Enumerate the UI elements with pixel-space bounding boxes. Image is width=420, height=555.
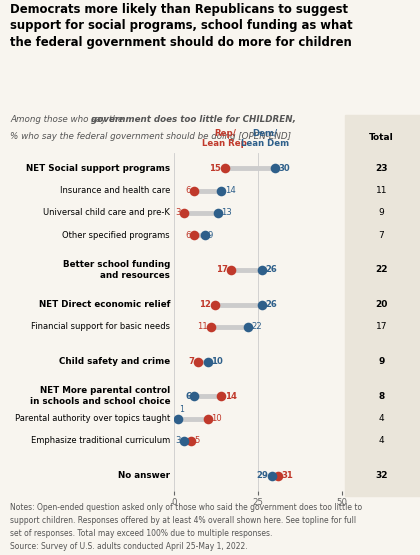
- Text: Notes: Open-ended question asked only of those who said the government does too : Notes: Open-ended question asked only of…: [10, 503, 362, 512]
- Text: 22: 22: [252, 322, 262, 331]
- Point: [181, 209, 188, 218]
- Point: [201, 231, 208, 240]
- Text: NET More parental control
in schools and school choice: NET More parental control in schools and…: [29, 386, 170, 406]
- Text: % who say the federal government should be doing [OPEN-END]: % who say the federal government should …: [10, 132, 291, 141]
- Point: [275, 471, 282, 480]
- Text: 31: 31: [282, 471, 294, 480]
- Point: [205, 357, 211, 366]
- Text: Rep/: Rep/: [214, 129, 236, 138]
- Text: 17: 17: [376, 322, 387, 331]
- Point: [228, 265, 235, 274]
- Point: [205, 414, 211, 423]
- Point: [258, 265, 265, 274]
- Text: 11: 11: [376, 186, 387, 195]
- Text: Better school funding
and resources: Better school funding and resources: [63, 260, 170, 280]
- Text: No answer: No answer: [118, 471, 170, 480]
- Text: 1: 1: [179, 405, 184, 413]
- Text: 10: 10: [211, 357, 223, 366]
- Text: 14: 14: [225, 392, 237, 401]
- Point: [211, 300, 218, 309]
- Text: government does too little for CHILDREN,: government does too little for CHILDREN,: [91, 115, 296, 124]
- Text: 13: 13: [221, 209, 232, 218]
- Text: 6: 6: [186, 186, 191, 195]
- Point: [191, 231, 198, 240]
- Point: [194, 357, 201, 366]
- Point: [208, 322, 215, 331]
- Point: [191, 392, 198, 401]
- Text: 4: 4: [379, 414, 384, 423]
- Text: Democrats more likely than Republicans to suggest
support for social programs, s: Democrats more likely than Republicans t…: [10, 3, 353, 49]
- Point: [268, 471, 275, 480]
- Text: set of responses. Total may exceed 100% due to multiple responses.: set of responses. Total may exceed 100% …: [10, 529, 273, 538]
- Text: Financial support for basic needs: Financial support for basic needs: [31, 322, 170, 331]
- Point: [218, 186, 225, 195]
- Text: Universal child care and pre-K: Universal child care and pre-K: [43, 209, 170, 218]
- Text: Parental authority over topics taught: Parental authority over topics taught: [15, 414, 170, 423]
- Text: 5: 5: [194, 436, 200, 446]
- Text: 7: 7: [379, 231, 384, 240]
- Text: 6: 6: [186, 231, 191, 240]
- Text: 23: 23: [375, 164, 388, 173]
- Text: Among those who say the: Among those who say the: [10, 115, 126, 124]
- Point: [191, 186, 198, 195]
- Text: 17: 17: [216, 265, 228, 274]
- Text: 10: 10: [211, 414, 222, 423]
- Text: 7: 7: [189, 357, 194, 366]
- Point: [188, 436, 194, 445]
- Text: support children. Responses offered by at least 4% overall shown here. See topli: support children. Responses offered by a…: [10, 516, 357, 525]
- Text: NET Social support programs: NET Social support programs: [26, 164, 170, 173]
- Text: Child safety and crime: Child safety and crime: [59, 357, 170, 366]
- Text: Dem/: Dem/: [252, 129, 278, 138]
- Text: 3: 3: [176, 209, 181, 218]
- Text: 4: 4: [379, 436, 384, 446]
- Text: 11: 11: [197, 322, 208, 331]
- Text: 9: 9: [378, 357, 385, 366]
- Text: NET Direct economic relief: NET Direct economic relief: [39, 300, 170, 309]
- Point: [181, 436, 188, 445]
- Text: Total: Total: [369, 133, 394, 142]
- Text: 29: 29: [257, 471, 268, 480]
- Text: 3: 3: [176, 436, 181, 446]
- Text: 9: 9: [208, 231, 213, 240]
- Text: 6: 6: [185, 392, 191, 401]
- Text: Lean Dem: Lean Dem: [241, 139, 289, 148]
- Point: [221, 164, 228, 173]
- Text: Source: Survey of U.S. adults conducted April 25-May 1, 2022.: Source: Survey of U.S. adults conducted …: [10, 542, 248, 551]
- Point: [272, 164, 278, 173]
- Text: 26: 26: [265, 265, 277, 274]
- Point: [258, 300, 265, 309]
- Text: 12: 12: [200, 300, 211, 309]
- Text: 8: 8: [378, 392, 385, 401]
- Text: 32: 32: [375, 471, 388, 480]
- Point: [218, 392, 225, 401]
- Text: Emphasize traditional curriculum: Emphasize traditional curriculum: [31, 436, 170, 446]
- Text: Lean Rep: Lean Rep: [202, 139, 247, 148]
- Text: Other specified programs: Other specified programs: [63, 231, 170, 240]
- Text: 22: 22: [375, 265, 388, 274]
- Text: 20: 20: [375, 300, 388, 309]
- Text: 15: 15: [210, 164, 221, 173]
- Text: 26: 26: [265, 300, 277, 309]
- Text: 9: 9: [379, 209, 384, 218]
- Text: 30: 30: [278, 164, 290, 173]
- Point: [245, 322, 252, 331]
- Point: [174, 414, 181, 423]
- Text: Insurance and health care: Insurance and health care: [60, 186, 170, 195]
- Point: [215, 209, 221, 218]
- Text: 14: 14: [225, 186, 236, 195]
